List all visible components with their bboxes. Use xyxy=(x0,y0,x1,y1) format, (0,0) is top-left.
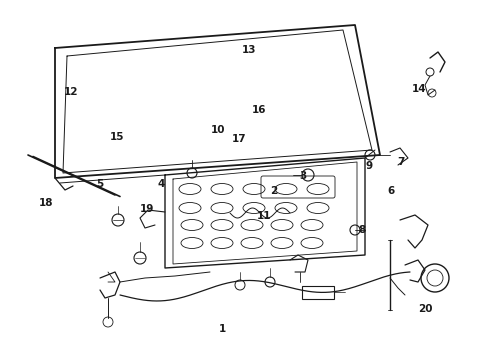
Bar xyxy=(302,286,333,299)
Text: 7: 7 xyxy=(396,157,404,167)
Text: 11: 11 xyxy=(256,211,271,221)
Text: 8: 8 xyxy=(358,225,365,235)
Text: 20: 20 xyxy=(417,304,432,314)
Text: 13: 13 xyxy=(242,45,256,55)
Text: 18: 18 xyxy=(39,198,54,208)
Text: 16: 16 xyxy=(251,105,266,115)
Text: 12: 12 xyxy=(63,87,78,97)
Text: 10: 10 xyxy=(210,125,224,135)
Text: 2: 2 xyxy=(270,186,277,196)
Text: 5: 5 xyxy=(97,179,103,189)
Text: 15: 15 xyxy=(110,132,124,142)
Text: 14: 14 xyxy=(411,84,426,94)
Text: 6: 6 xyxy=(387,186,394,196)
Text: 17: 17 xyxy=(232,134,246,144)
Text: 19: 19 xyxy=(139,204,154,214)
Text: 1: 1 xyxy=(219,324,225,334)
Text: 9: 9 xyxy=(365,161,372,171)
Text: 3: 3 xyxy=(299,171,306,181)
Text: 4: 4 xyxy=(157,179,165,189)
